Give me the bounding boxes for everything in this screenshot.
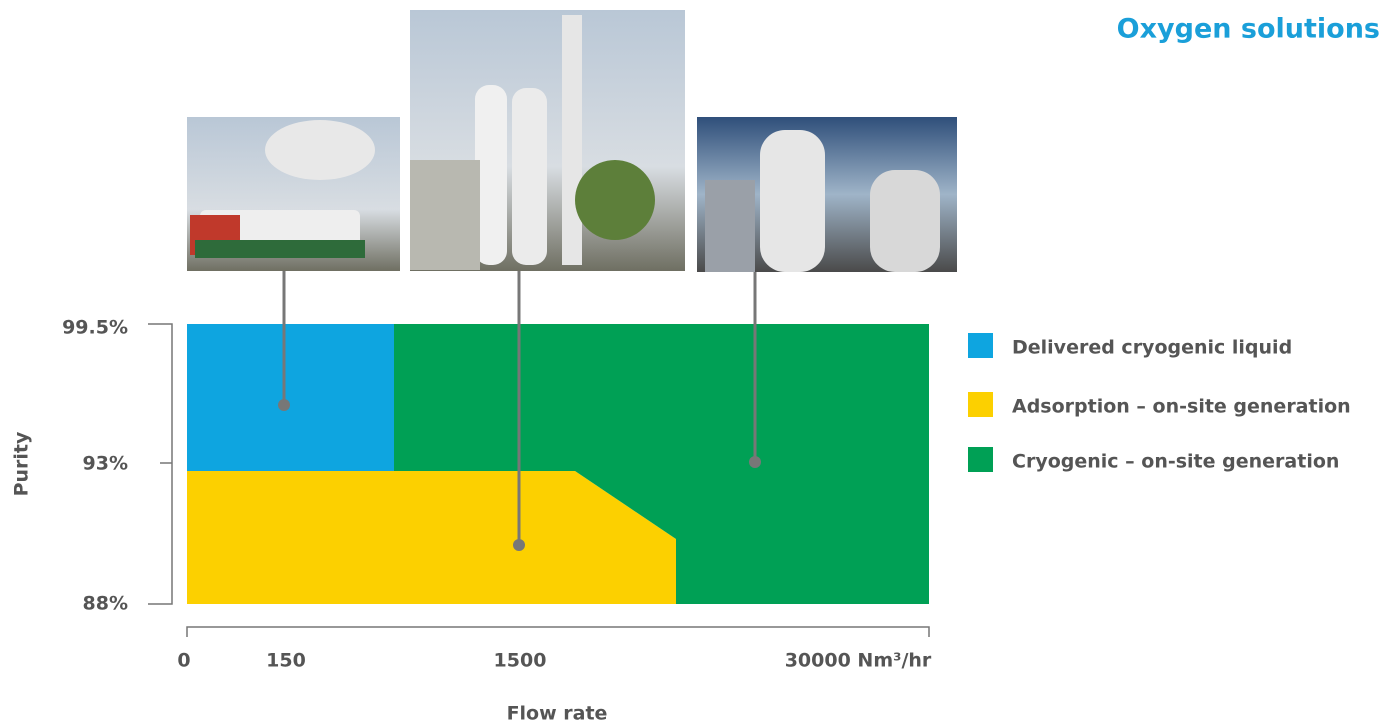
x-axis [186, 626, 930, 637]
y-tick-label: 99.5% [62, 317, 128, 339]
legend-label: Delivered cryogenic liquid [1012, 337, 1292, 359]
photo [410, 10, 685, 271]
legend-swatch [968, 392, 993, 417]
legend-label: Adsorption – on-site generation [1012, 396, 1351, 418]
region [394, 324, 929, 604]
legend-swatch [968, 333, 993, 358]
x-tick-label: 30000 Nm³/hr [785, 650, 932, 672]
legend: Delivered cryogenic liquid Adsorption – o… [968, 333, 1351, 473]
regions [187, 324, 929, 604]
y-tick-label: 88% [83, 593, 128, 615]
legend-label: Cryogenic – on-site generation [1012, 451, 1339, 473]
photo [697, 117, 957, 272]
y-tick-label: 93% [83, 453, 128, 475]
x-tick-label: 1500 [494, 650, 547, 672]
x-tick-label: 0 [177, 650, 190, 672]
y-axis-label: Purity [11, 431, 33, 496]
x-axis-label: Flow rate [507, 703, 608, 725]
region [187, 471, 676, 604]
title: Oxygen solutions [1117, 14, 1380, 45]
photo [187, 117, 400, 271]
y-axis [148, 323, 173, 605]
connector [278, 271, 761, 551]
legend-swatch [968, 447, 993, 472]
region [187, 324, 394, 471]
x-tick-label: 150 [266, 650, 306, 672]
